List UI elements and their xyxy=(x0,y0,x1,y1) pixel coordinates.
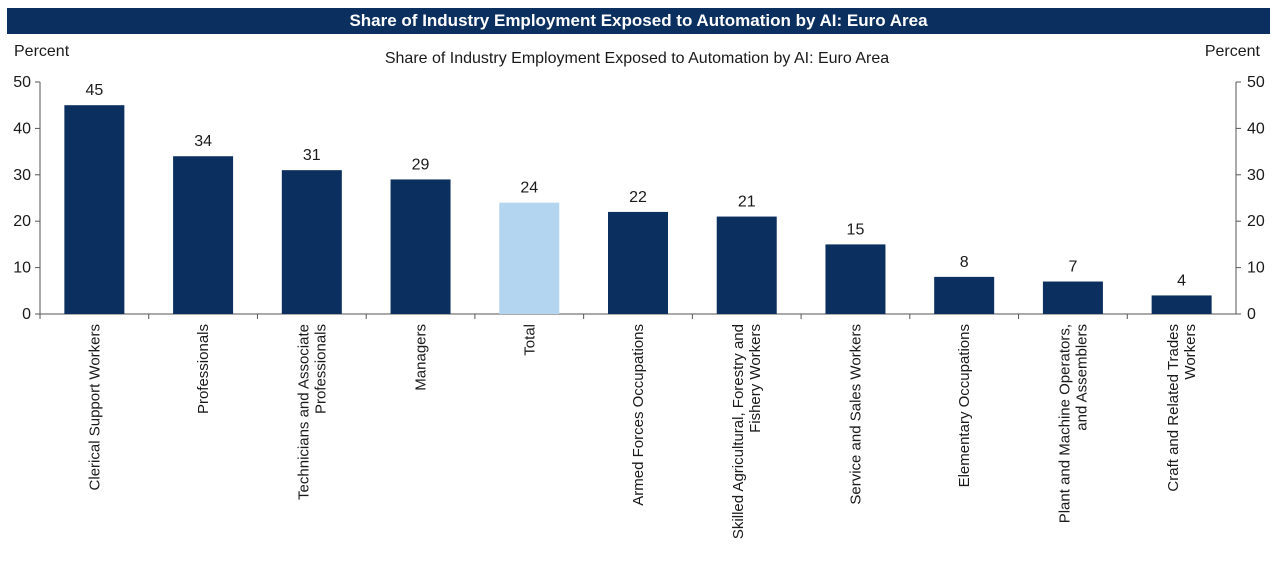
bar-value-label: 24 xyxy=(520,180,538,197)
x-tick-label: Total xyxy=(521,324,538,356)
x-tick-label-line: Technicians and Associate xyxy=(295,324,312,500)
bar-value-label: 7 xyxy=(1068,259,1077,276)
y-tick-label-left: 10 xyxy=(13,260,31,277)
x-tick-label-line: Skilled Agricultural, Forestry and xyxy=(730,324,747,539)
bar-value-label: 15 xyxy=(847,221,865,238)
y-tick-label-right: 0 xyxy=(1247,306,1256,323)
bar xyxy=(825,244,886,314)
y-tick-label-right: 30 xyxy=(1247,167,1265,184)
x-tick-label-line: Craft and Related Trades xyxy=(1165,324,1182,492)
bar xyxy=(716,216,777,314)
x-tick-label: Skilled Agricultural, Forestry andFisher… xyxy=(730,324,764,539)
x-tick-label: Service and Sales Workers xyxy=(847,324,864,505)
bar-value-label: 22 xyxy=(629,189,647,206)
x-tick-label: Armed Forces Occupations xyxy=(630,324,647,506)
x-tick-label-line: Professionals xyxy=(312,324,329,414)
y-tick-label-right: 40 xyxy=(1247,120,1265,137)
title-banner: Share of Industry Employment Exposed to … xyxy=(7,8,1270,34)
y-tick-label-left: 20 xyxy=(13,213,31,230)
bar-value-label: 8 xyxy=(960,254,969,271)
x-tick-label-line: Managers xyxy=(413,324,430,391)
y-axis-label-left: Percent xyxy=(14,43,70,60)
x-tick-label-line: Workers xyxy=(1182,324,1199,380)
y-tick-label-right: 50 xyxy=(1247,74,1265,91)
x-tick-label-line: Service and Sales Workers xyxy=(847,324,864,505)
bar xyxy=(64,105,125,314)
x-tick-label-line: Plant and Machine Operators, xyxy=(1056,324,1073,523)
y-tick-label-right: 20 xyxy=(1247,213,1265,230)
x-tick-label: Elementary Occupations xyxy=(956,324,973,487)
x-tick-label-line: Fishery Workers xyxy=(747,324,764,433)
x-tick-label-line: Professionals xyxy=(195,324,212,414)
x-tick-label: Plant and Machine Operators,and Assemble… xyxy=(1056,324,1090,523)
y-tick-label-left: 40 xyxy=(13,120,31,137)
x-tick-label-line: Armed Forces Occupations xyxy=(630,324,647,506)
y-tick-label-left: 0 xyxy=(22,306,31,323)
x-tick-label: Clerical Support Workers xyxy=(86,324,103,490)
y-tick-label-right: 10 xyxy=(1247,260,1265,277)
x-tick-label-line: Elementary Occupations xyxy=(956,324,973,487)
x-tick-label-line: Total xyxy=(521,324,538,356)
bar-value-label: 21 xyxy=(738,194,756,211)
bar xyxy=(281,170,342,314)
x-tick-label: Technicians and AssociateProfessionals xyxy=(295,324,329,500)
bar xyxy=(608,211,668,314)
y-axis-label-right: Percent xyxy=(1205,43,1261,60)
bar xyxy=(1042,281,1103,314)
bar-value-label: 4 xyxy=(1177,272,1186,289)
chart-title: Share of Industry Employment Exposed to … xyxy=(385,50,889,67)
y-tick-label-left: 50 xyxy=(13,74,31,91)
bar xyxy=(934,276,995,314)
bar xyxy=(390,179,451,314)
y-tick-label-left: 30 xyxy=(13,167,31,184)
bar-value-label: 29 xyxy=(412,156,430,173)
bar xyxy=(499,202,560,314)
bar xyxy=(173,156,234,314)
bar-value-label: 34 xyxy=(194,133,212,150)
x-tick-label: Craft and Related TradesWorkers xyxy=(1165,324,1199,492)
title-banner-text: Share of Industry Employment Exposed to … xyxy=(349,11,928,30)
bar xyxy=(1151,295,1212,314)
x-tick-label: Managers xyxy=(413,324,430,391)
x-tick-label: Professionals xyxy=(195,324,212,414)
bar-value-label: 31 xyxy=(303,147,321,164)
bar-value-label: 45 xyxy=(85,82,103,99)
x-tick-label-line: Clerical Support Workers xyxy=(86,324,103,490)
x-tick-label-line: and Assemblers xyxy=(1073,324,1090,431)
